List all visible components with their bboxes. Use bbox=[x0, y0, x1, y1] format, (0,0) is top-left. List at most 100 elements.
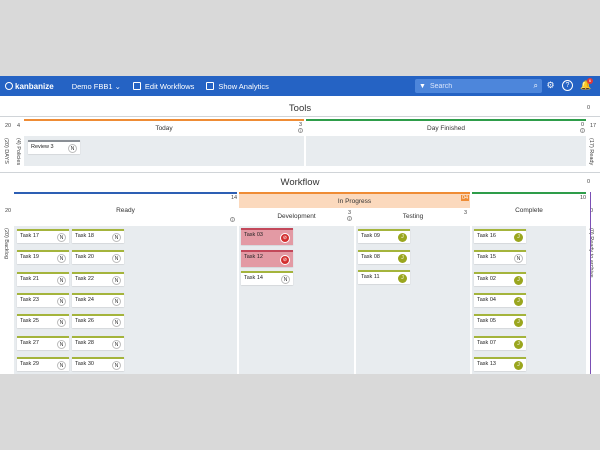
card-title: Review 3 bbox=[31, 144, 54, 150]
card-title: Task 29 bbox=[20, 360, 39, 367]
top-navigation-bar: kanbanize Demo FBB1 ⌄ Edit Workflows Sho… bbox=[0, 76, 600, 96]
card-title: Task 18 bbox=[75, 233, 94, 239]
task-card[interactable]: Task 20 N bbox=[72, 250, 124, 265]
day-finished-color-bar bbox=[306, 119, 586, 121]
ready-info-icon[interactable]: i bbox=[230, 217, 235, 222]
task-card[interactable]: Task 28 N bbox=[72, 335, 124, 350]
show-analytics-button[interactable]: Show Analytics bbox=[206, 82, 269, 91]
card-title: Task 22 bbox=[75, 275, 94, 282]
brand-name: kanbanize bbox=[15, 81, 54, 91]
card-review-3[interactable]: Review 3 N bbox=[28, 140, 80, 154]
task-card[interactable]: Task 27 N bbox=[17, 335, 69, 350]
avatar: N bbox=[514, 254, 523, 264]
avatar: J bbox=[398, 233, 407, 242]
day-finished-lane bbox=[306, 136, 586, 166]
workflow-count: 0 bbox=[587, 179, 591, 185]
card-title: Task 26 bbox=[75, 318, 94, 325]
task-card[interactable]: Task 17 N bbox=[17, 229, 69, 243]
backlog-label[interactable]: (20) Backlog bbox=[3, 228, 9, 259]
avatar: N bbox=[112, 360, 121, 370]
card-title: Task 19 bbox=[20, 254, 39, 261]
in-progress-header-bg bbox=[239, 194, 470, 208]
card-title: Task 23 bbox=[20, 296, 39, 303]
task-card[interactable]: Task 30 N bbox=[72, 356, 124, 371]
card-title: Task 30 bbox=[75, 360, 94, 367]
board-name: Demo FBB1 ⌄ bbox=[71, 81, 121, 91]
task-card[interactable]: Task 02 J bbox=[474, 271, 526, 286]
avatar: J bbox=[514, 360, 523, 370]
testing-header[interactable]: Testing bbox=[402, 213, 424, 220]
task-card[interactable]: Task 25 N bbox=[17, 314, 69, 329]
archive-color-bar bbox=[590, 192, 591, 374]
tools-left-count: 20 bbox=[5, 123, 12, 129]
task-card[interactable]: Task 24 N bbox=[72, 292, 124, 307]
today-header[interactable]: Today bbox=[155, 125, 173, 132]
avatar: J bbox=[514, 318, 523, 328]
bell-icon[interactable]: 🔔 bbox=[580, 80, 592, 90]
filter-icon[interactable]: ▼ bbox=[419, 82, 426, 90]
card-title: Task 28 bbox=[75, 339, 94, 346]
task-card[interactable]: Task 09 J bbox=[358, 229, 410, 243]
ready-to-archive-label[interactable]: (0) Ready to archive bbox=[588, 228, 594, 278]
card-title: Task 24 bbox=[75, 296, 94, 303]
tools-divider bbox=[0, 116, 600, 117]
card-title: Task 07 bbox=[477, 339, 496, 346]
ready-header[interactable]: Ready bbox=[116, 207, 135, 214]
day-finished-info-icon[interactable]: i bbox=[580, 128, 585, 133]
task-card[interactable]: Task 29 N bbox=[17, 356, 69, 371]
help-icon[interactable]: ? bbox=[562, 80, 573, 91]
task-card[interactable]: Task 03 ⊘ bbox=[241, 228, 293, 245]
card-title: Task 25 bbox=[20, 318, 39, 325]
card-title: Task 20 bbox=[75, 254, 94, 261]
avatar: J bbox=[514, 233, 523, 242]
in-progress-header[interactable]: In Progress bbox=[337, 198, 372, 205]
blocked-icon: ⊘ bbox=[280, 254, 290, 265]
task-card[interactable]: Task 16 J bbox=[474, 229, 526, 243]
avatar: N bbox=[281, 275, 290, 284]
today-info-icon[interactable]: i bbox=[298, 128, 303, 133]
kanbanize-logo[interactable]: kanbanize bbox=[5, 82, 54, 91]
task-card[interactable]: Task 14 N bbox=[241, 271, 293, 285]
complete-header[interactable]: Complete bbox=[515, 207, 543, 214]
task-card[interactable]: Task 07 J bbox=[474, 335, 526, 350]
notification-badge: 6 bbox=[587, 78, 593, 84]
card-title: Task 08 bbox=[361, 253, 380, 260]
ready-count: 14 bbox=[231, 195, 238, 201]
task-card[interactable]: Task 22 N bbox=[72, 271, 124, 286]
settings-icon[interactable]: ⚙ bbox=[546, 80, 555, 90]
complete-color-bar bbox=[472, 192, 586, 194]
task-card[interactable]: Task 18 N bbox=[72, 229, 124, 243]
development-header[interactable]: Development bbox=[277, 213, 316, 220]
edit-workflows-label: Edit Workflows bbox=[144, 81, 195, 91]
policies-count: 4 bbox=[17, 123, 21, 129]
policies-label[interactable]: (4) Policies bbox=[15, 138, 21, 166]
task-card[interactable]: Task 26 N bbox=[72, 314, 124, 329]
edit-workflows-button[interactable]: Edit Workflows bbox=[132, 81, 195, 91]
analytics-icon bbox=[206, 82, 215, 90]
task-card[interactable]: Task 04 J bbox=[474, 292, 526, 307]
task-card[interactable]: Task 21 N bbox=[17, 271, 69, 286]
card-title: Task 09 bbox=[361, 233, 380, 239]
avatar: N bbox=[112, 254, 121, 264]
avatar: J bbox=[398, 274, 407, 283]
search-box[interactable]: ▼ ⌕ bbox=[415, 79, 542, 93]
task-card[interactable]: Task 13 J bbox=[474, 356, 526, 371]
search-icon[interactable]: ⌕ bbox=[533, 81, 538, 90]
workflow-left-count: 20 bbox=[5, 208, 12, 214]
task-card[interactable]: Task 15 N bbox=[474, 250, 526, 265]
blocked-icon: ⊘ bbox=[280, 233, 290, 243]
development-info-icon[interactable]: i bbox=[347, 216, 352, 221]
in-progress-color-bar bbox=[239, 192, 470, 194]
workflow-divider-top bbox=[0, 172, 600, 173]
task-card[interactable]: Task 19 N bbox=[17, 250, 69, 265]
testing-lane bbox=[356, 226, 470, 374]
board-selector[interactable]: Demo FBB1 ⌄ bbox=[72, 82, 121, 91]
task-card[interactable]: Task 23 N bbox=[17, 292, 69, 307]
tools-days-label: (20) DAYS bbox=[3, 138, 9, 164]
task-card[interactable]: Task 05 J bbox=[474, 314, 526, 329]
day-finished-header[interactable]: Day Finished bbox=[427, 125, 465, 132]
task-card[interactable]: Task 11 J bbox=[358, 270, 410, 284]
task-card[interactable]: Task 08 J bbox=[358, 249, 410, 264]
task-card[interactable]: Task 12 ⊘ bbox=[241, 249, 293, 267]
search-input[interactable] bbox=[429, 82, 525, 90]
